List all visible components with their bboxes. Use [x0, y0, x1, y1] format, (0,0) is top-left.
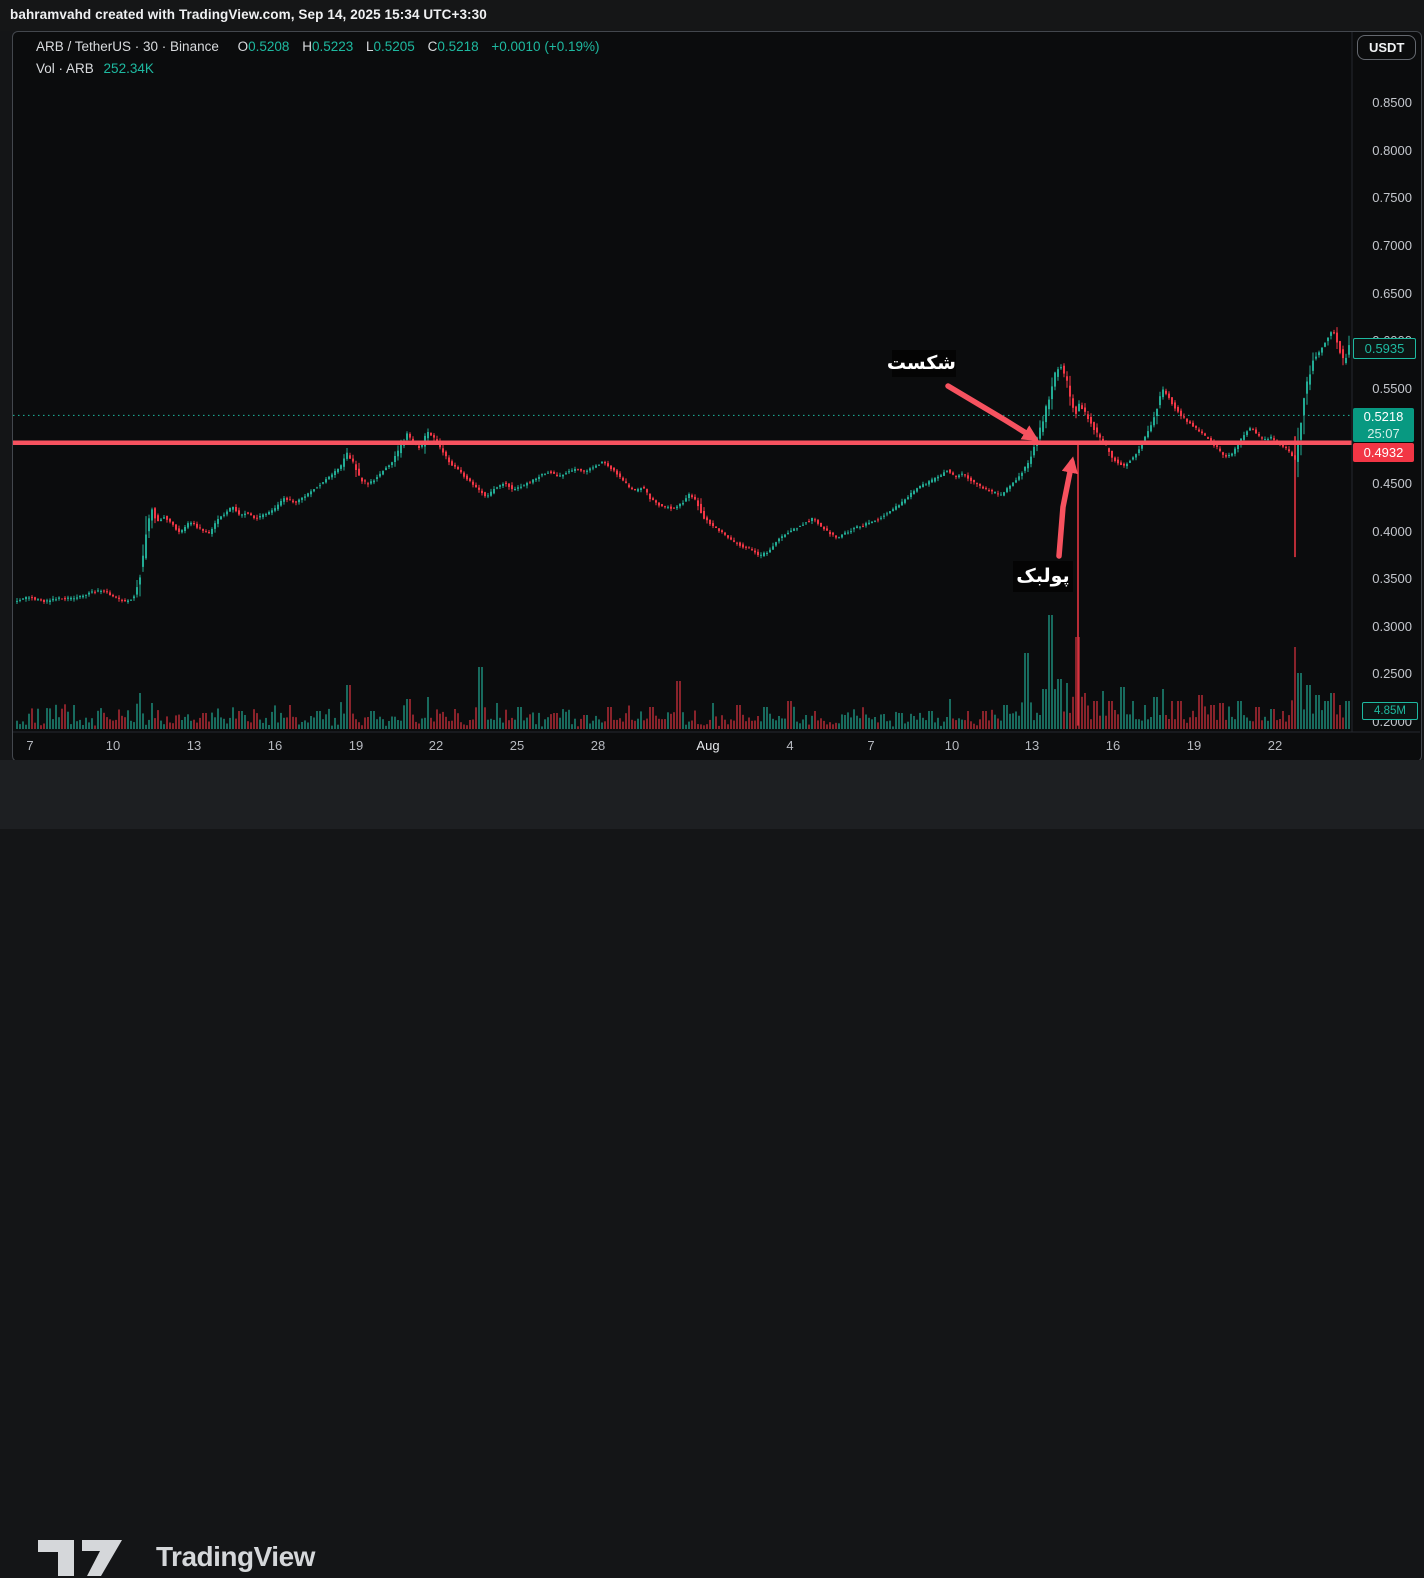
time-tick: 28	[590, 738, 606, 753]
time-tick: 16	[1105, 738, 1121, 753]
time-tick: 13	[186, 738, 202, 753]
volume-value: 252.34K	[103, 61, 154, 76]
pullback-annotation-label[interactable]: پولبک	[1013, 561, 1073, 592]
tradingview-logo-icon[interactable]	[38, 1538, 138, 1578]
time-tick: 7	[26, 738, 34, 753]
time-tick: 4	[786, 738, 794, 753]
time-tick: 13	[1024, 738, 1040, 753]
legend-row-ohlc: ARB / TetherUS · 30 · Binance O0.5208 H0…	[36, 39, 599, 61]
volume-label: Vol · ARB	[36, 61, 94, 76]
volume-axis-badge: 4.85M	[1362, 702, 1418, 720]
open-label: O	[237, 39, 249, 54]
time-tick: 19	[348, 738, 364, 753]
time-tick: 22	[428, 738, 444, 753]
high-value: 0.5223	[311, 39, 354, 54]
time-axis[interactable]: 7 10 13 16 19 22 25 28 Aug 4 7 10 13 16 19 22	[13, 732, 1352, 759]
symbol-title: ARB / TetherUS · 30 · Binance	[36, 39, 219, 54]
resistance-price-badge: 0.4932	[1353, 443, 1414, 462]
time-tick: Aug	[696, 738, 720, 753]
price-tick: 0.7000	[1372, 238, 1412, 253]
tradingview-wordmark[interactable]: TradingView	[156, 1541, 315, 1572]
footer-bar: TradingView	[0, 760, 1424, 1576]
price-tick: 0.7500	[1372, 190, 1412, 205]
time-tick: 16	[267, 738, 283, 753]
time-tick: 19	[1186, 738, 1202, 753]
price-tick: 0.2500	[1372, 666, 1412, 681]
currency-toggle-button[interactable]: USDT	[1357, 35, 1417, 60]
time-tick: 7	[867, 738, 875, 753]
attribution-text: bahramvahd created with TradingView.com,…	[10, 7, 487, 22]
last-close-price-badge: 0.5935	[1353, 338, 1416, 359]
price-tick: 0.5500	[1372, 381, 1412, 396]
price-tick: 0.4500	[1372, 476, 1412, 491]
attribution-bar: bahramvahd created with TradingView.com,…	[0, 0, 1424, 31]
low-value: 0.5205	[373, 39, 415, 54]
price-tick: 0.3500	[1372, 571, 1412, 586]
last-price-badge: 0.5218 25:07	[1353, 408, 1414, 442]
price-tick: 0.8000	[1372, 143, 1412, 158]
time-tick: 22	[1267, 738, 1283, 753]
last-price-value: 0.5218	[1363, 409, 1404, 424]
chart-card[interactable]	[12, 31, 1422, 762]
bar-countdown: 25:07	[1367, 426, 1400, 441]
open-value: 0.5208	[248, 39, 290, 54]
price-axis[interactable]: 0.85000.80000.75000.70000.65000.60000.55…	[1352, 32, 1420, 732]
price-tick: 0.4000	[1372, 524, 1412, 539]
symbol-legend: ARB / TetherUS · 30 · Binance O0.5208 H0…	[36, 39, 599, 83]
legend-row-volume: Vol · ARB 252.34K	[36, 61, 599, 83]
price-tick: 0.8500	[1372, 95, 1412, 110]
time-tick: 10	[944, 738, 960, 753]
time-tick: 10	[105, 738, 121, 753]
close-value: 0.5218	[437, 39, 479, 54]
high-label: H	[302, 39, 312, 54]
close-label: C	[427, 39, 438, 54]
breakout-annotation-label[interactable]: شکست	[887, 350, 956, 377]
price-tick: 0.6500	[1372, 286, 1412, 301]
price-tick: 0.3000	[1372, 619, 1412, 634]
change-value: +0.0010 (+0.19%)	[491, 39, 600, 54]
low-label: L	[366, 39, 374, 54]
time-tick: 25	[509, 738, 525, 753]
